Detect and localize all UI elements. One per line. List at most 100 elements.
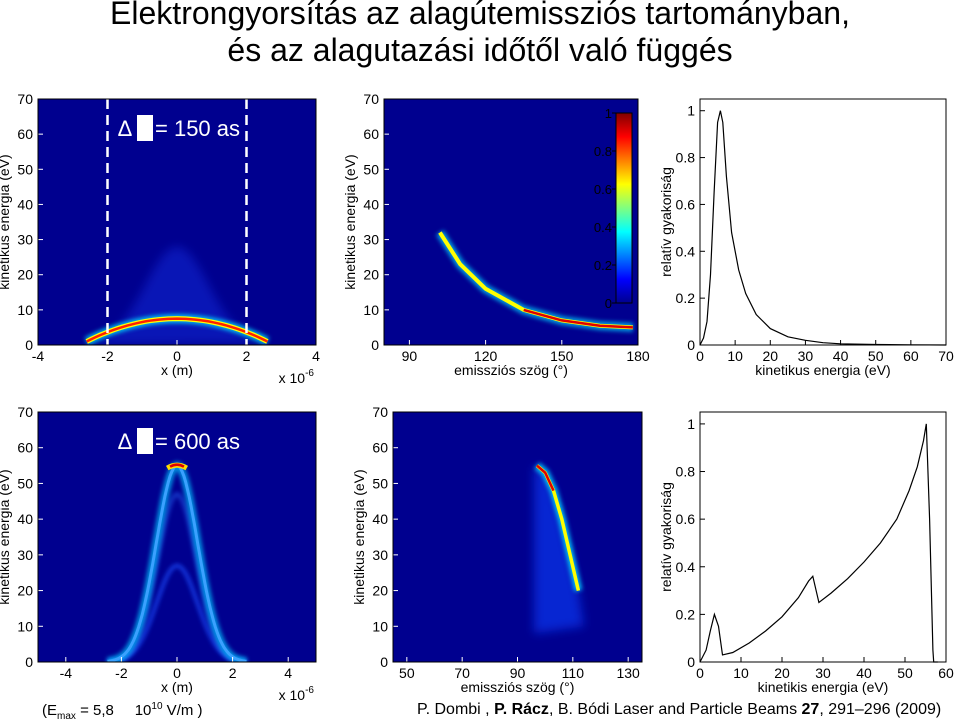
plot-background [700, 412, 946, 662]
plot-frame [699, 98, 947, 346]
heatmap-layer [534, 462, 584, 634]
y-tick-label: 40 [363, 196, 379, 212]
x-tick-label: 150 [550, 348, 574, 364]
y-axis-label: relatív gyakoriság [658, 482, 674, 592]
frequency-curve [699, 423, 938, 663]
x-tick-label: 40 [833, 348, 849, 364]
plot-frame [392, 411, 643, 663]
x-tick-label: 20 [762, 348, 778, 364]
emax-value: = 5,8 [75, 702, 114, 719]
x-tick-label: 60 [938, 665, 954, 681]
x-axis-label: x (m) [161, 679, 193, 695]
y-tick-label: 0 [380, 654, 388, 670]
plot-background [700, 99, 946, 345]
emission-region [534, 465, 584, 634]
x-tick-label: 50 [399, 665, 415, 681]
plot-frame [37, 411, 317, 663]
y-tick-label: 20 [363, 267, 379, 283]
heatmap-layer [436, 230, 634, 332]
duration-annotation: = 150 as [155, 116, 240, 141]
y-tick-label: 0 [687, 337, 695, 353]
x-tick-label: 0 [173, 348, 181, 364]
y-tick-label: 0.8 [676, 150, 696, 166]
y-tick-label: 0.2 [676, 606, 696, 622]
x-tick-label: 4 [284, 665, 292, 681]
y-tick-label: 0.4 [676, 559, 696, 575]
y-tick-label: 70 [17, 91, 33, 107]
citation-pages: , 291–296 (2009) [819, 701, 942, 718]
y-tick-label: 10 [17, 302, 33, 318]
heatmap-layer [84, 246, 270, 345]
y-tick-label: 0 [25, 654, 33, 670]
x-multiplier: x 10-6 [279, 368, 315, 386]
x-tick-label: 130 [616, 665, 640, 681]
y-tick-label: 0 [687, 654, 695, 670]
y-tick-label: 50 [372, 475, 388, 491]
y-axis-label: kinetikus energia (eV) [0, 154, 12, 289]
x-tick-label: 60 [903, 348, 919, 364]
x-tick-label: 70 [454, 665, 470, 681]
arch-peak-red [169, 463, 185, 468]
y-tick-label: 40 [17, 196, 33, 212]
colorbar-tick-label: 0 [605, 296, 612, 311]
y-tick-label: 40 [372, 511, 388, 527]
y-tick-label: 50 [363, 161, 379, 177]
y-tick-label: 20 [372, 583, 388, 599]
x-tick-label: 4 [312, 348, 320, 364]
x-tick-label: 0 [173, 665, 181, 681]
x-tick-label: -2 [101, 348, 114, 364]
citation-volume: 27 [801, 701, 820, 718]
frequency-curve [699, 110, 947, 346]
y-tick-label: 0.6 [676, 196, 696, 212]
y-tick-label: 60 [363, 126, 379, 142]
x-tick-label: -4 [60, 665, 73, 681]
y-tick-label: 50 [17, 161, 33, 177]
y-axis-label: kinetikus energia (eV) [351, 469, 367, 604]
x-tick-label: 180 [626, 348, 650, 364]
field-strength-note: (Emax = 5,8 1010 V/m ) [42, 701, 203, 722]
x-tick-label: -2 [115, 665, 128, 681]
y-tick-label: 30 [17, 547, 33, 563]
colorbar-tick-label: 1 [605, 106, 612, 121]
emax-unit: V/m ) [162, 702, 203, 719]
delta-symbol: Δ [118, 429, 133, 454]
emax-exponent: 10 [151, 701, 163, 712]
x-multiplier-base: x 10 [279, 370, 306, 386]
y-tick-label: 10 [17, 618, 33, 634]
y-tick-label: 60 [372, 440, 388, 456]
y-tick-label: 40 [17, 511, 33, 527]
emax-subscript: max [57, 711, 76, 722]
energy-band-core [86, 317, 268, 343]
y-tick-label: 20 [17, 583, 33, 599]
chart-top-middle: 0 0.2 0.4 0.6 0.8 1 90 120 150 180 0 10 20 30 40 50 60 70… [342, 91, 650, 378]
emission-curve-core [523, 308, 633, 329]
y-tick-label: 0 [371, 337, 379, 353]
y-tick-label: 20 [17, 267, 33, 283]
emax-prefix: (E [42, 702, 57, 719]
y-tick-label: 60 [17, 440, 33, 456]
y-tick-label: 70 [17, 404, 33, 420]
citation-author2: P. Rácz [494, 701, 549, 718]
y-tick-label: 70 [363, 91, 379, 107]
y-tick-label: 30 [363, 232, 379, 248]
x-tick-label: 90 [402, 348, 418, 364]
heatmap-background [38, 412, 316, 662]
y-axis-label: kinetikus energia (eV) [0, 469, 12, 604]
colorbar-tick-label: 0.8 [594, 144, 612, 159]
y-tick-label: 0 [25, 337, 33, 353]
y-tick-label: 30 [372, 547, 388, 563]
x-axis-label: emissziós szög (°) [454, 362, 568, 378]
y-tick-label: 1 [687, 416, 695, 432]
chart-top-right: 0 10 20 30 40 50 60 70 0 0.2 0.4 0.6 0.8 1 kinetikus e… [658, 98, 954, 378]
y-tick-label: 50 [17, 475, 33, 491]
x-tick-label: 2 [229, 665, 237, 681]
x-tick-label: 40 [856, 665, 872, 681]
x-tick-label: 70 [938, 348, 954, 364]
x-tick-label: 50 [868, 348, 884, 364]
emax-base: 10 [134, 702, 152, 719]
y-tick-label: 1 [687, 103, 695, 119]
x-tick-label: 30 [815, 665, 831, 681]
y-tick-label: 10 [363, 302, 379, 318]
x-axis-label: kinetikis energia (eV) [758, 679, 889, 695]
